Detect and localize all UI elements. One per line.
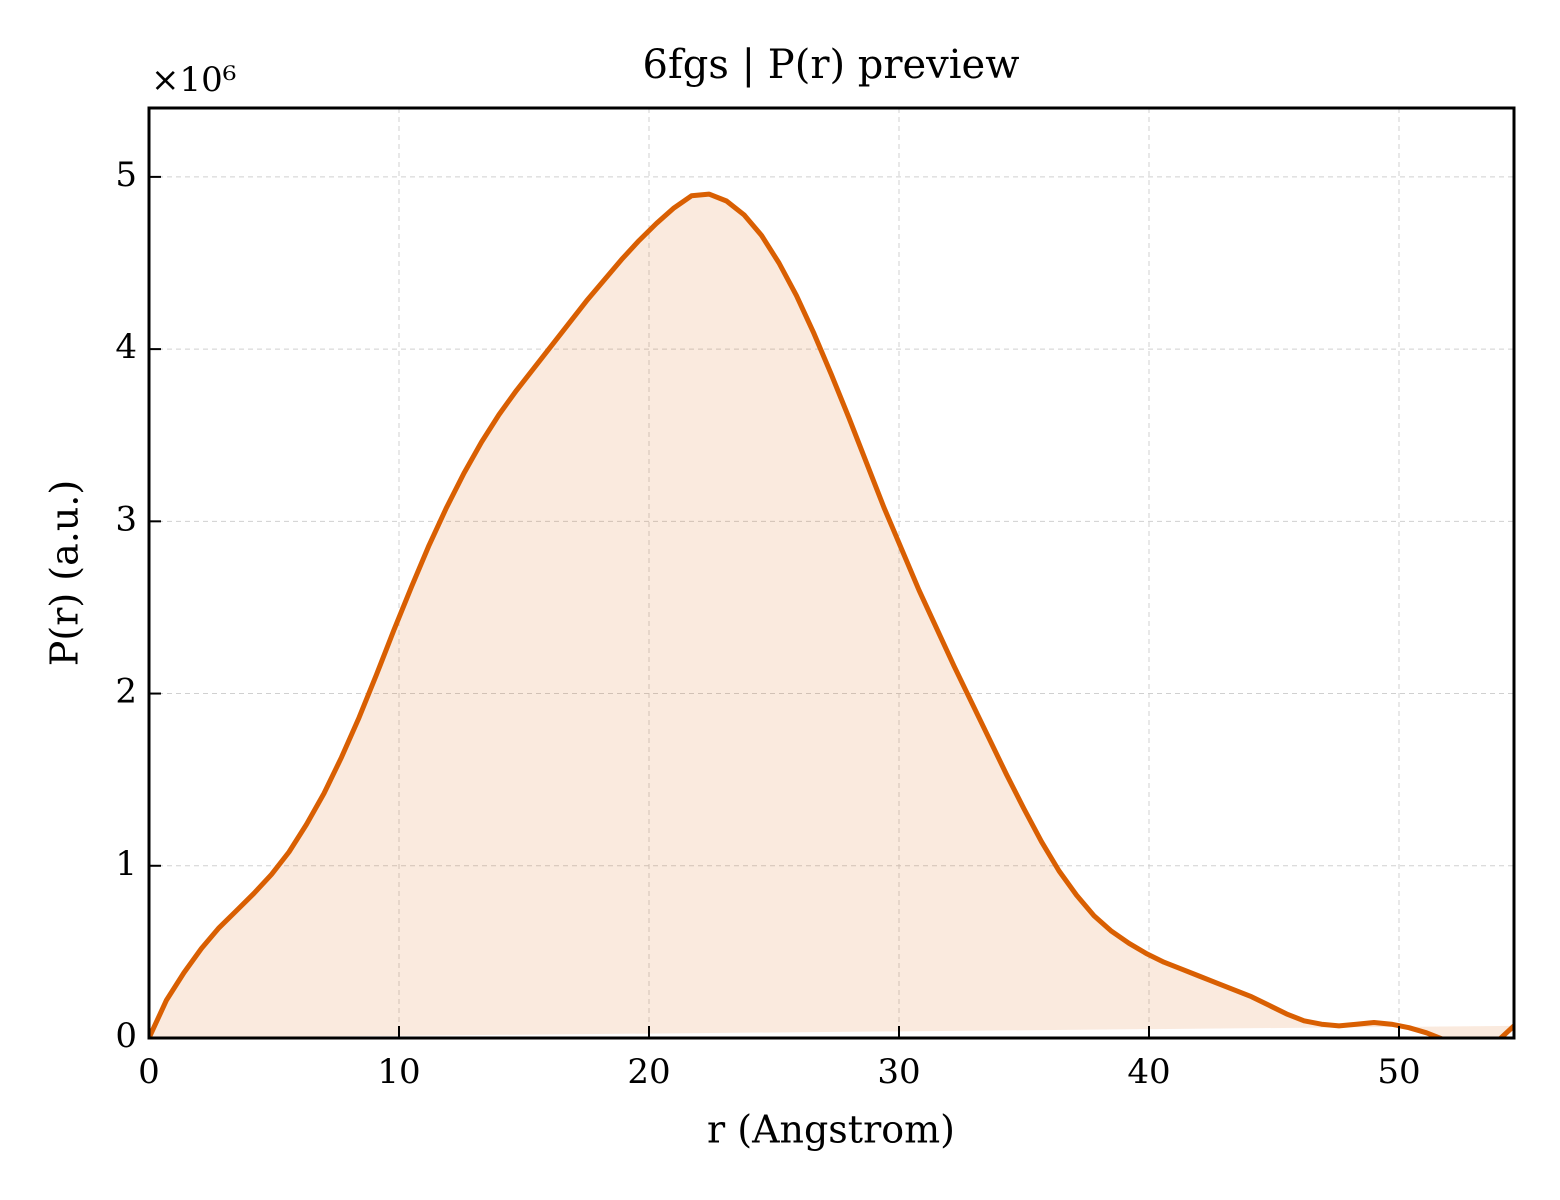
x-tick-label: 40: [1127, 1052, 1170, 1092]
x-tick-label: 30: [877, 1052, 920, 1092]
y-tick-label: 3: [115, 499, 137, 539]
x-tick-label: 20: [627, 1052, 670, 1092]
area: [149, 194, 1514, 1038]
x-tick-label: 10: [377, 1052, 420, 1092]
y-tick-label: 2: [115, 672, 137, 712]
y-tick-label: 0: [115, 1016, 137, 1056]
line: [149, 191, 1514, 1038]
y-offset-label: ×10⁶: [151, 60, 236, 100]
chart-title: 6fgs | P(r) preview: [643, 42, 1020, 88]
y-tick-label: 4: [115, 327, 137, 367]
x-axis-label: r (Angstrom): [707, 1108, 955, 1152]
plot-frame: [147, 106, 1516, 1040]
x-tick-label: 50: [1377, 1052, 1420, 1092]
x-tick-label: 0: [138, 1052, 160, 1092]
y-tick-label: 1: [115, 844, 137, 884]
y-tick-label: 5: [115, 155, 137, 195]
y-axis-label: P(r) (a.u.): [43, 480, 87, 666]
